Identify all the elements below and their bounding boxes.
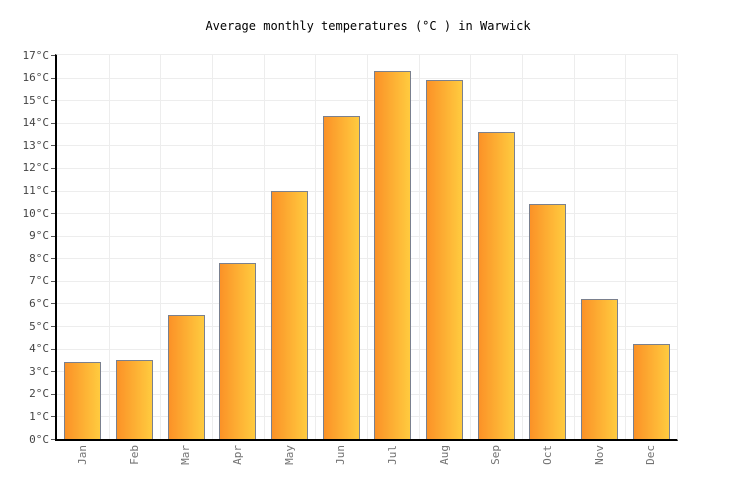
y-tick-label: 14°C	[22, 116, 50, 129]
bar-aug	[426, 80, 463, 439]
y-tick-label: 4°C	[29, 342, 49, 355]
y-axis-tick	[51, 191, 55, 192]
y-axis-tick	[51, 145, 55, 146]
x-tick-label-oct: Oct	[541, 445, 554, 465]
bar-nov	[581, 299, 618, 439]
y-tick-label: 12°C	[22, 161, 50, 174]
y-axis-tick	[51, 371, 55, 372]
x-tick-label-may: May	[283, 445, 296, 465]
x-tick-label-aug: Aug	[438, 445, 451, 465]
y-axis-tick	[51, 213, 55, 214]
bar-oct	[529, 204, 566, 439]
y-tick-label: 11°C	[22, 184, 50, 197]
y-tick-label: 5°C	[29, 320, 49, 333]
y-axis-tick	[51, 55, 55, 56]
y-axis-tick	[51, 416, 55, 417]
y-tick-label: 16°C	[22, 71, 50, 84]
y-tick-label: 2°C	[29, 387, 49, 400]
v-gridline	[367, 55, 368, 439]
y-tick-label: 17°C	[22, 49, 50, 62]
bar-feb	[116, 360, 153, 439]
y-tick-label: 15°C	[22, 94, 50, 107]
x-tick-label-dec: Dec	[644, 445, 657, 465]
y-axis-tick	[51, 439, 55, 440]
y-tick-label: 7°C	[29, 274, 49, 287]
y-axis-tick	[51, 236, 55, 237]
bar-jul	[374, 71, 411, 439]
y-axis-tick	[51, 100, 55, 101]
x-tick-label-jul: Jul	[386, 445, 399, 465]
v-gridline	[522, 55, 523, 439]
bar-mar	[168, 315, 205, 439]
v-gridline	[109, 55, 110, 439]
y-axis-tick	[51, 123, 55, 124]
v-gridline	[470, 55, 471, 439]
v-gridline	[625, 55, 626, 439]
bar-jun	[323, 116, 360, 439]
y-axis-tick	[51, 168, 55, 169]
y-axis-tick	[51, 349, 55, 350]
x-tick-label-jun: Jun	[334, 445, 347, 465]
v-gridline	[212, 55, 213, 439]
x-tick-label-jan: Jan	[76, 445, 89, 465]
y-tick-label: 6°C	[29, 297, 49, 310]
x-tick-label-feb: Feb	[128, 445, 141, 465]
bar-may	[271, 191, 308, 439]
y-tick-label: 9°C	[29, 229, 49, 242]
y-tick-label: 0°C	[29, 433, 49, 446]
chart-title: Average monthly temperatures (°C ) in Wa…	[205, 19, 531, 33]
x-tick-label-mar: Mar	[179, 445, 192, 465]
bar-jan	[64, 362, 101, 439]
y-axis-tick	[51, 326, 55, 327]
y-axis-tick	[51, 303, 55, 304]
y-tick-label: 3°C	[29, 365, 49, 378]
y-tick-label: 8°C	[29, 252, 49, 265]
x-tick-label-nov: Nov	[593, 445, 606, 465]
v-gridline	[419, 55, 420, 439]
bar-sep	[478, 132, 515, 439]
v-gridline	[574, 55, 575, 439]
x-tick-label-apr: Apr	[231, 445, 244, 465]
y-axis-tick	[51, 78, 55, 79]
v-gridline	[160, 55, 161, 439]
y-tick-label: 1°C	[29, 410, 49, 423]
bar-dec	[633, 344, 670, 439]
v-gridline	[264, 55, 265, 439]
y-tick-label: 10°C	[22, 207, 50, 220]
plot-area	[55, 54, 678, 441]
y-tick-label: 13°C	[22, 139, 50, 152]
v-gridline	[315, 55, 316, 439]
y-axis-tick	[51, 258, 55, 259]
y-axis-tick	[51, 281, 55, 282]
y-axis-tick	[51, 394, 55, 395]
x-tick-label-sep: Sep	[489, 445, 502, 465]
bar-apr	[219, 263, 256, 439]
